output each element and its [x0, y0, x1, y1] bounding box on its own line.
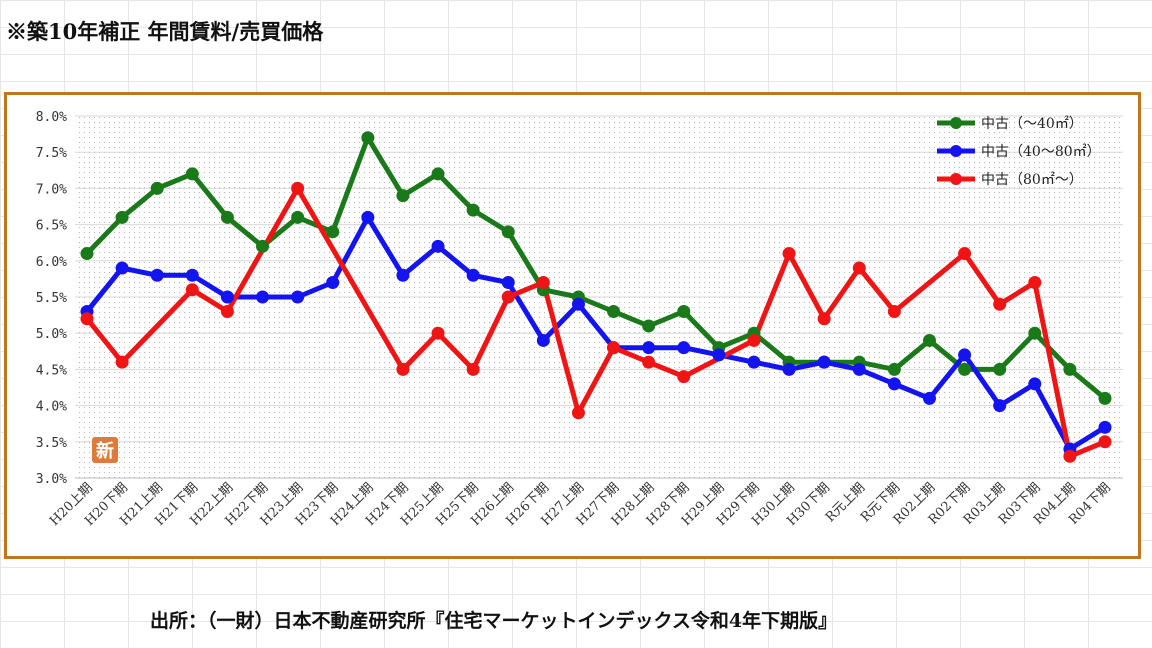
series-0-point [958, 362, 972, 376]
legend-label-0: 中古（～40㎡） [981, 116, 1083, 132]
legend-marker-1 [950, 145, 962, 157]
series-2-point [1063, 449, 1077, 463]
y-tick-label: 6.5% [36, 219, 67, 234]
series-1-point [466, 268, 480, 282]
y-tick-label: 3.0% [36, 472, 67, 487]
series-0-point [607, 304, 621, 318]
series-1-point [782, 362, 796, 376]
series-0-point [1028, 326, 1042, 340]
series-1-point [712, 348, 726, 362]
series-2-point [291, 181, 305, 195]
series-0-point [291, 210, 305, 224]
series-2-point [1028, 276, 1042, 290]
series-1-point [361, 210, 375, 224]
series-2-point [993, 297, 1007, 311]
series-1-point [115, 261, 129, 275]
series-line-2 [84, 185, 1108, 459]
y-tick-label: 7.0% [36, 182, 67, 197]
legend-marker-2 [950, 173, 962, 185]
series-2-point [185, 283, 199, 297]
series-2-point [782, 247, 796, 261]
series-0-point [361, 131, 375, 145]
series-1-point [922, 391, 936, 405]
y-tick-label: 7.5% [36, 146, 67, 161]
series-1-point [501, 276, 515, 290]
series-0-point [1098, 391, 1112, 405]
series-0-point [466, 203, 480, 217]
series-0-point [431, 167, 445, 181]
series-2-point [887, 304, 901, 318]
series-2-point [747, 333, 761, 347]
chart-legend: 中古（～40㎡） 中古（40～80㎡） 中古（80㎡～） [937, 116, 1101, 188]
series-0-point [220, 210, 234, 224]
series-1-point [993, 399, 1007, 413]
series-0-point [396, 189, 410, 203]
series-0-point [1063, 362, 1077, 376]
series-1-point [677, 341, 691, 355]
y-tick-label: 8.0% [36, 110, 67, 125]
legend-label-2: 中古（80㎡～） [981, 172, 1083, 188]
legend-marker-0 [950, 117, 962, 129]
y-tick-label: 5.5% [36, 291, 67, 306]
series-2-point [677, 370, 691, 384]
series-2-point [396, 362, 410, 376]
source-note: 出所：（一財）日本不動産研究所『住宅マーケットインデックス令和4年下期版』 [150, 610, 838, 632]
series-1-point [817, 355, 831, 369]
series-2-point [220, 304, 234, 318]
series-1-point [747, 355, 761, 369]
series-2-point [1098, 435, 1112, 449]
series-0-point [185, 167, 199, 181]
y-tick-label: 4.5% [36, 363, 67, 378]
series-0-point [677, 304, 691, 318]
page-title: ※築10年補正 年間賃料/売買価格 [6, 19, 324, 44]
series-1-point [571, 297, 585, 311]
series-1-point [185, 268, 199, 282]
series-0-point [501, 225, 515, 239]
series-1-point [220, 290, 234, 304]
series-1-point [887, 377, 901, 391]
series-0-point [922, 333, 936, 347]
series-0-point [887, 362, 901, 376]
series-2-point [852, 261, 866, 275]
new-badge: 新 [92, 437, 118, 463]
series-1-point [1098, 420, 1112, 434]
series-1-point [326, 276, 340, 290]
y-tick-label: 4.0% [36, 400, 67, 415]
series-2-point [466, 362, 480, 376]
series-0-point [642, 319, 656, 333]
series-1-point [1028, 377, 1042, 391]
series-1-point [291, 290, 305, 304]
series-1-point [642, 341, 656, 355]
legend-label-1: 中古（40～80㎡） [981, 144, 1101, 160]
y-tick-label: 6.0% [36, 255, 67, 270]
series-2-point [642, 355, 656, 369]
y-tick-label: 5.0% [36, 327, 67, 342]
series-1-point [852, 362, 866, 376]
chart-frame: 3.0% 3.5% 4.0% 4.5% 5.0% 5.5% 6.0% 6.5% 7.0% 7.5%… [4, 92, 1141, 559]
series-0-point [150, 181, 164, 195]
series-0-point [256, 239, 270, 253]
series-2-point [80, 312, 94, 326]
series-line-0 [84, 135, 1108, 401]
series-2-point [607, 341, 621, 355]
series-2-point [536, 276, 550, 290]
series-1-point [958, 348, 972, 362]
series-0-point [115, 210, 129, 224]
series-0-point [326, 225, 340, 239]
series-2-point [501, 290, 515, 304]
series-2-point [958, 247, 972, 261]
series-2-point [115, 355, 129, 369]
series-1-point [150, 268, 164, 282]
series-1-point [536, 333, 550, 347]
series-1-point [256, 290, 270, 304]
series-0-point [993, 362, 1007, 376]
y-tick-label: 3.5% [36, 436, 67, 451]
series-2-point [571, 406, 585, 420]
series-2-point [431, 326, 445, 340]
series-1-point [431, 239, 445, 253]
series-0-point [80, 247, 94, 261]
series-1-point [396, 268, 410, 282]
series-2-point [817, 312, 831, 326]
line-chart: 3.0% 3.5% 4.0% 4.5% 5.0% 5.5% 6.0% 6.5% 7.0% 7.5%… [36, 110, 1123, 529]
